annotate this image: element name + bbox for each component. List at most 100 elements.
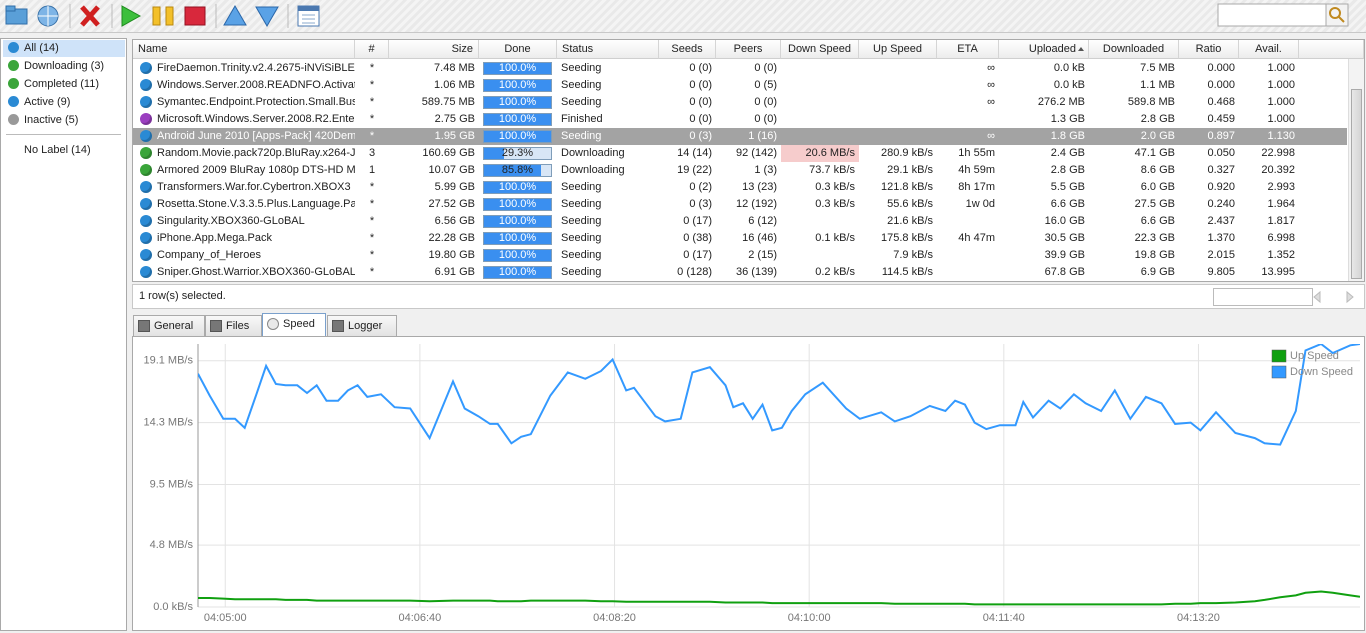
table-cell: 0 (0) (754, 62, 777, 74)
torrent-row[interactable]: Random.Movie.pack720p.BluRay.x264-J 3 160.… (133, 145, 1347, 162)
category-item[interactable]: Completed (11) (3, 76, 125, 93)
table-cell: 6.9 GB (1140, 266, 1175, 278)
table-cell: 2.75 GB (434, 113, 475, 125)
filter-combo[interactable] (1213, 288, 1313, 306)
column-header[interactable]: Size (389, 40, 479, 59)
table-cell: 0.468 (1207, 96, 1235, 108)
torrent-row[interactable]: Singularity.XBOX360-GLoBAL * 6.56 GB 100.0%… (133, 213, 1347, 230)
torrent-row[interactable]: Company_of_Heroes * 19.80 GB 100.0% Seeding 0… (133, 247, 1347, 264)
column-header[interactable]: Up Speed (859, 40, 937, 59)
column-header[interactable]: Peers (716, 40, 781, 59)
progress-bar: 85.8% (483, 164, 552, 177)
stop-button[interactable] (184, 6, 206, 26)
move-up-button[interactable] (223, 5, 247, 26)
x-tick-label: 04:10:00 (788, 612, 831, 624)
move-down-button[interactable] (255, 6, 279, 27)
progress-text: 100.0% (498, 113, 537, 125)
x-tick-label: 04:05:00 (204, 612, 247, 624)
pause-button[interactable] (152, 6, 174, 26)
table-cell: 47.1 GB (1134, 147, 1175, 159)
table-cell: * (369, 249, 375, 261)
column-header[interactable]: # (355, 40, 389, 59)
table-cell: 92 (142) (736, 147, 777, 159)
column-header[interactable]: Seeds (659, 40, 716, 59)
table-cell: * (369, 79, 375, 91)
column-header[interactable]: Done (479, 40, 557, 59)
status-icon (140, 232, 152, 244)
torrent-row[interactable]: Windows.Server.2008.READNFO.Activat * 1.06… (133, 77, 1347, 94)
search-button[interactable] (1325, 3, 1349, 27)
torrent-row[interactable]: Rosetta.Stone.V.3.3.5.Plus.Language.Pa * 2… (133, 196, 1347, 213)
open-button[interactable] (5, 5, 28, 25)
status-icon (140, 147, 152, 159)
url-button[interactable] (37, 5, 59, 27)
category-label: Inactive (5) (24, 114, 79, 126)
torrent-name: Microsoft.Windows.Server.2008.R2.Ente (157, 113, 355, 125)
column-header[interactable]: Status (557, 40, 659, 59)
column-header[interactable]: Uploaded (999, 40, 1089, 59)
toolbar-icons (5, 3, 1349, 28)
y-tick-label: 0.0 kB/s (153, 601, 193, 613)
table-cell: 1.000 (1267, 79, 1295, 91)
table-cell: 19.8 GB (1134, 249, 1175, 261)
start-button[interactable] (121, 5, 142, 27)
preferences-button[interactable] (297, 5, 320, 27)
search-input[interactable] (1217, 3, 1327, 27)
torrent-row[interactable]: Transformers.War.for.Cybertron.XBOX3 * 5.9… (133, 179, 1347, 196)
table-cell: 22.28 GB (428, 232, 475, 244)
table-cell: 0 (0) (689, 62, 712, 74)
table-cell: 73.7 kB/s (809, 164, 855, 176)
category-item[interactable]: All (14) (3, 40, 125, 57)
progress-text: 100.0% (498, 249, 537, 261)
category-item[interactable]: Downloading (3) (3, 58, 125, 75)
torrent-row[interactable]: Android June 2010 [Apps-Pack] 420Demo * 1.… (133, 128, 1347, 145)
column-header[interactable]: Ratio (1179, 40, 1239, 59)
progress-text: 100.0% (498, 198, 537, 210)
column-header[interactable]: Avail. (1239, 40, 1299, 59)
status-icon (140, 266, 152, 278)
column-header[interactable]: Down Speed (781, 40, 859, 59)
status-icon (140, 249, 152, 261)
category-item[interactable]: Active (9) (3, 94, 125, 111)
progress-bar: 100.0% (483, 96, 552, 109)
column-header[interactable]: Downloaded (1089, 40, 1179, 59)
table-cell: 1.06 MB (434, 79, 475, 91)
torrent-name: Company_of_Heroes (157, 249, 261, 261)
table-cell: 30.5 GB (1044, 232, 1085, 244)
torrent-table: Name # Size Done Status Seeds Peers Down Speed U… (132, 39, 1365, 282)
column-header[interactable]: ETA (937, 40, 999, 59)
remove-button[interactable] (80, 5, 100, 27)
tab[interactable]: General (133, 315, 205, 336)
next-button[interactable] (1346, 290, 1354, 304)
tab-label: Files (226, 320, 250, 332)
torrent-row[interactable]: Sniper.Ghost.Warrior.XBOX360-GLoBAL * 6.91… (133, 264, 1347, 281)
scroll-thumb[interactable] (1351, 89, 1362, 279)
torrent-row[interactable]: iPhone.App.Mega.Pack * 22.28 GB 100.0% Seedi… (133, 230, 1347, 247)
torrent-row[interactable]: FireDaemon.Trinity.v2.4.2675-iNViSiBLE * 7… (133, 60, 1347, 77)
progress-bar: 100.0% (483, 113, 552, 126)
torrent-row[interactable]: Symantec.Endpoint.Protection.Small.Bus * 5… (133, 94, 1347, 111)
tab[interactable]: Speed (262, 313, 326, 337)
tab[interactable]: Logger (327, 315, 397, 336)
torrent-row[interactable]: Microsoft.Windows.Server.2008.R2.Ente * 2.… (133, 111, 1347, 128)
category-item[interactable]: Inactive (5) (3, 112, 125, 129)
tab[interactable]: Files (205, 315, 262, 336)
nav-arrows (1313, 290, 1354, 304)
torrent-row[interactable]: Armored 2009 BluRay 1080p DTS-HD MA 1 10.0… (133, 162, 1347, 179)
table-cell: 0 (3) (689, 198, 712, 210)
progress-bar: 100.0% (483, 79, 552, 92)
column-header[interactable]: Name (133, 40, 355, 59)
table-cell: 0.0 kB (1053, 79, 1085, 91)
progress-fill (484, 114, 551, 125)
table-cell: 0 (5) (754, 79, 777, 91)
table-cell: 6 (12) (748, 215, 777, 227)
scrollbar[interactable] (1348, 59, 1364, 281)
prev-button[interactable] (1313, 290, 1321, 304)
label-item[interactable]: No Label (14) (3, 142, 125, 159)
table-cell: 114.5 kB/s (881, 266, 933, 278)
x-tick-label: 04:08:20 (593, 612, 636, 624)
progress-bar: 100.0% (483, 215, 552, 228)
table-cell: 0 (2) (689, 181, 712, 193)
progress-bar: 100.0% (483, 62, 552, 75)
table-cell: 0.2 kB/s (815, 266, 855, 278)
